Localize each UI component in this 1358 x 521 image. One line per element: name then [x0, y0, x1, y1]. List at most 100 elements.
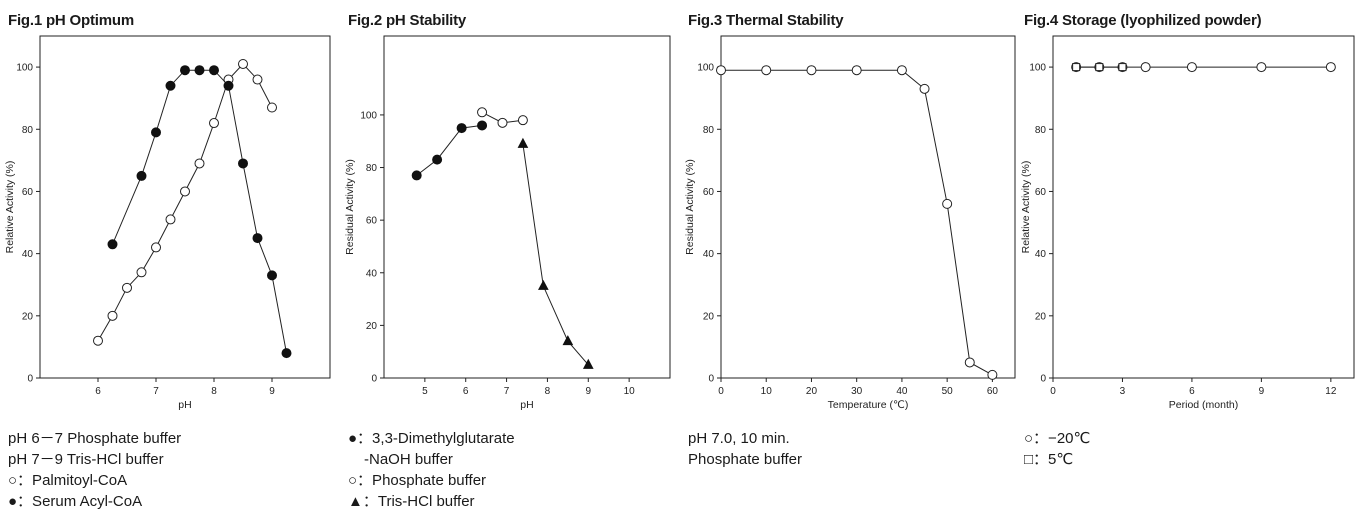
data-point [252, 233, 263, 244]
data-point [456, 123, 467, 134]
x-tick-label: 7 [504, 386, 510, 397]
x-tick-label: 8 [545, 386, 551, 397]
data-point [93, 335, 103, 346]
data-point [238, 158, 248, 169]
data-point [1118, 63, 1127, 72]
data-point [194, 158, 205, 169]
y-tick-label: 100 [1029, 63, 1046, 74]
fig4-chart: 0 3 6 9 12 0 20 40 60 80 100 Period (month) Relative… [1020, 35, 1355, 411]
data-point [477, 107, 488, 118]
x-tick-label: 8 [211, 386, 217, 397]
data-point [1140, 62, 1151, 73]
data-point [411, 170, 422, 181]
series-line [721, 69, 993, 376]
fig2-note: -NaOH buffer [364, 451, 453, 468]
data-point [180, 186, 190, 197]
fig2-note: ○：Phosphate buffer [348, 472, 487, 489]
y-axis-label: Residual Activity (%) [344, 159, 356, 255]
y-axis-label: Residual Activity (%) [684, 159, 696, 255]
fig1-note: pH 7－9 Tris-HCl buffer [8, 451, 164, 468]
data-point [238, 58, 248, 69]
data-point [136, 267, 147, 278]
data-point [165, 80, 176, 91]
y-tick-label: 0 [27, 374, 33, 385]
fig2-note: ●：3,3-Dimethylglutarate [348, 430, 515, 447]
fig4-note: ○：−20℃ [1024, 430, 1091, 447]
y-tick-label: 40 [703, 249, 715, 260]
data-point [987, 369, 998, 380]
data-point [180, 65, 190, 76]
x-tick-label: 7 [153, 386, 159, 397]
fig1-panel: Fig.1 pH Optimum 6 7 8 9 0 20 40 60 80 100 pH Relat… [0, 0, 340, 521]
data-point [896, 65, 907, 76]
fig3-notes: pH 7.0, 10 min. Phosphate buffer [688, 428, 802, 470]
data-point [477, 120, 488, 131]
fig1-note: ○：Palmitoyl-CoA [8, 472, 128, 489]
x-tick-label: 10 [761, 386, 773, 397]
y-tick-label: 0 [708, 374, 714, 385]
x-tick-label: 40 [896, 386, 908, 397]
y-tick-label: 20 [366, 321, 378, 332]
series-line [97, 63, 273, 341]
x-tick-label: 9 [1259, 386, 1265, 397]
fig2-panel: Fig.2 pH Stability 5 6 7 8 9 10 0 20 40 60 80 100 pH… [340, 0, 680, 521]
y-tick-label: 60 [22, 187, 34, 198]
y-axis-label: Relative Activity (%) [1020, 161, 1032, 254]
data-point [538, 279, 549, 290]
data-point [209, 118, 219, 129]
plot-frame [383, 35, 671, 379]
y-tick-label: 100 [360, 110, 377, 121]
y-tick-label: 100 [16, 63, 33, 74]
data-point [209, 65, 219, 76]
y-tick-label: 100 [697, 63, 714, 74]
fig3-note: pH 7.0, 10 min. [688, 430, 790, 447]
y-tick-label: 60 [1035, 187, 1047, 198]
fig3-panel: Fig.3 Thermal Stability 0 10 20 30 40 50 60 0 20… [680, 0, 1020, 521]
fig4-title: Fig.4 Storage (lyophilized powder) [1024, 12, 1262, 29]
y-tick-label: 20 [703, 311, 715, 322]
fig1-chart: 6 7 8 9 0 20 40 60 80 100 pH Relative Activity (%) [4, 35, 331, 411]
data-point [1256, 62, 1267, 73]
y-tick-label: 40 [22, 249, 34, 260]
data-point [1072, 63, 1081, 72]
data-point [194, 65, 205, 76]
y-tick-label: 40 [366, 268, 378, 279]
data-point [1095, 63, 1104, 72]
y-tick-label: 0 [371, 374, 377, 385]
data-point [942, 198, 953, 209]
data-point [562, 335, 574, 346]
x-tick-label: 3 [1120, 386, 1126, 397]
x-axis-label: pH [178, 399, 191, 411]
fig2-title: Fig.2 pH Stability [348, 12, 467, 29]
y-axis-label: Relative Activity (%) [4, 161, 16, 254]
data-point [517, 137, 529, 148]
x-tick-label: 20 [806, 386, 818, 397]
x-tick-label: 6 [95, 386, 101, 397]
plot-frame [1052, 35, 1355, 379]
x-axis-label: pH [520, 399, 533, 411]
data-point [165, 214, 176, 225]
x-tick-label: 9 [269, 386, 275, 397]
plot-frame [720, 35, 1016, 379]
fig4-panel: Fig.4 Storage (lyophilized powder) 0 3 6 9 1… [1016, 0, 1358, 521]
x-tick-label: 60 [987, 386, 999, 397]
data-point [252, 74, 263, 85]
x-tick-label: 6 [1189, 386, 1195, 397]
fig2-note: ▲：Tris-HCl buffer [348, 493, 475, 510]
series-line [112, 69, 287, 354]
x-tick-label: 30 [851, 386, 863, 397]
y-tick-label: 40 [1035, 249, 1047, 260]
data-point [267, 270, 277, 281]
y-tick-label: 80 [366, 163, 378, 174]
y-tick-label: 80 [1035, 125, 1047, 136]
fig1-title: Fig.1 pH Optimum [8, 12, 134, 29]
data-point [151, 242, 161, 253]
x-tick-label: 9 [586, 386, 592, 397]
data-point [223, 80, 234, 91]
data-point [1325, 62, 1336, 73]
data-point [806, 65, 817, 76]
fig3-note: Phosphate buffer [688, 451, 802, 468]
data-point [716, 65, 726, 76]
data-point [432, 154, 443, 165]
